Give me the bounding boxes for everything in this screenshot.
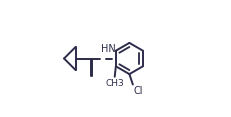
Text: CH3: CH3	[105, 79, 124, 88]
Text: Cl: Cl	[134, 86, 143, 96]
Text: HN: HN	[101, 44, 116, 54]
